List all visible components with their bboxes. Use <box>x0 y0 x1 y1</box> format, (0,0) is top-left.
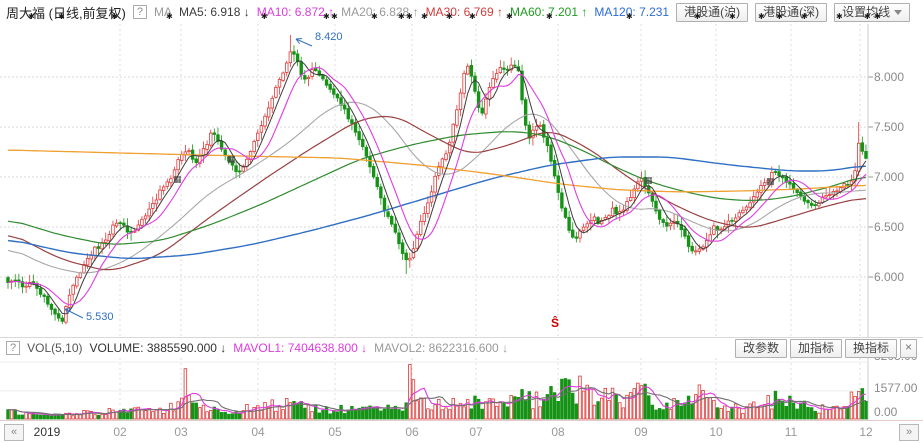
volume-axis-label: 0.00 <box>874 405 897 419</box>
event-marker-icon: ✱ <box>421 13 428 21</box>
price-axis-label: 8.000 <box>874 70 904 84</box>
news-badge-icon: ▦ <box>173 175 182 184</box>
event-marker-icon: ✱ <box>166 13 173 21</box>
event-marker-icon: ✱ <box>111 13 118 21</box>
volume-indicator-label: VOL(5,10) <box>27 341 82 355</box>
ma30-readout: MA30: 6.769 ↑ <box>426 5 503 19</box>
hk-connect-sh-button[interactable]: 港股通(沪) <box>676 3 748 22</box>
event-marker-icon: ✱ <box>694 13 701 21</box>
price-annotation-label: 8.420 <box>315 31 343 43</box>
time-axis-label: 05 <box>320 425 350 439</box>
ma5-readout: MA5: 6.918 ↓ <box>179 5 250 19</box>
mavol2-trend-arrow-icon: ↓ <box>502 341 508 355</box>
event-marker-icon: ✱ <box>626 13 633 21</box>
event-marker-icon: ✱ <box>58 13 65 21</box>
price-axis-label: 7.500 <box>874 120 904 134</box>
chevron-down-icon <box>894 10 902 15</box>
news-badge-icon: ▦ <box>227 155 236 164</box>
time-axis-label: 11 <box>776 425 806 439</box>
news-badge-icon: ▦ <box>766 177 775 186</box>
ma5-trend-arrow-icon: ↓ <box>244 5 250 19</box>
change-params-button[interactable]: 改参数 <box>735 339 787 358</box>
event-marker-icon: ✱ <box>864 13 871 21</box>
event-marker-icon: ✱ <box>323 13 330 21</box>
event-marker-icon: ✱ <box>758 13 765 21</box>
main-toolbar: 周大福 (日线,前复权) ? MA MA5: 6.918 ↓ MA10: 6.8… <box>0 0 923 24</box>
scroll-left-icon[interactable]: « <box>4 424 24 441</box>
event-marker-icon: ✱ <box>729 13 736 21</box>
main-price-chart[interactable] <box>0 24 923 338</box>
time-axis-label: 02 <box>105 425 135 439</box>
time-axis-label: 07 <box>461 425 491 439</box>
volume-trend-arrow-icon: ↓ <box>220 341 226 355</box>
event-marker-icon: ✱ <box>546 13 553 21</box>
ma20-trend-arrow-icon: ↑ <box>413 5 419 19</box>
price-axis-label: 6.000 <box>874 270 904 284</box>
time-axis-label: 10 <box>701 425 731 439</box>
event-marker-icon: ✱ <box>801 13 808 21</box>
event-marker-icon: ✱ <box>506 13 513 21</box>
scroll-right-icon[interactable]: » <box>899 424 919 441</box>
dividend-marker: Ŝ <box>551 316 559 330</box>
close-indicator-icon[interactable]: × <box>900 339 917 358</box>
time-axis: « » 2019 02 03 04 05 06 07 08 09 10 11 12 <box>0 420 923 443</box>
price-axis-label: 7.000 <box>874 170 904 184</box>
price-axis-label: 6.500 <box>874 220 904 234</box>
mavol1-trend-arrow-icon: ↓ <box>361 341 367 355</box>
indicator-buttons: 改参数 加指标 换指标 × <box>735 339 917 358</box>
ma30-trend-arrow-icon: ↑ <box>497 5 503 19</box>
volume-help-icon[interactable]: ? <box>6 341 20 355</box>
news-badge-icon: ▦ <box>644 176 653 185</box>
time-axis-label: 06 <box>397 425 427 439</box>
event-marker-icon: ✱ <box>776 13 783 21</box>
volume-toolbar: ? VOL(5,10) VOLUME: 3885590.000 ↓ MAVOL1… <box>0 337 923 358</box>
mavol2-readout: MAVOL2: 8622316.600 ↓ <box>374 341 508 355</box>
hk-connect-sz-button[interactable]: 港股通(深) <box>755 3 827 22</box>
time-axis-label: 12 <box>851 425 881 439</box>
event-marker-icon: ✱ <box>28 13 35 21</box>
volume-axis-label: 1577.00 <box>874 381 917 395</box>
event-marker-icon: ✱ <box>874 13 881 21</box>
price-annotation-label: 5.530 <box>86 311 114 323</box>
candlesticks <box>7 35 868 324</box>
event-marker-icon: ✱ <box>836 13 843 21</box>
ma-settings-button[interactable]: 设置均线 <box>834 3 910 22</box>
event-marker-icon: ✱ <box>446 13 453 21</box>
event-marker-icon: ✱ <box>398 13 405 21</box>
time-axis-label: 2019 <box>32 425 62 439</box>
mavol1-readout: MAVOL1: 7404638.800 ↓ <box>233 341 367 355</box>
event-marker-icon: ✱ <box>371 13 378 21</box>
volume-readout: VOLUME: 3885590.000 ↓ <box>89 341 226 355</box>
event-marker-icon: ✱ <box>261 13 268 21</box>
volume-chart[interactable] <box>0 358 923 420</box>
time-axis-label: 03 <box>166 425 196 439</box>
stock-title: 周大福 (日线,前复权) <box>6 3 126 22</box>
time-axis-label: 09 <box>626 425 656 439</box>
time-axis-label: 08 <box>543 425 573 439</box>
add-indicator-button[interactable]: 加指标 <box>790 339 842 358</box>
event-marker-icon: ✱ <box>469 13 476 21</box>
time-axis-label: 04 <box>243 425 273 439</box>
help-icon[interactable]: ? <box>133 5 147 19</box>
ma60-trend-arrow-icon: ↑ <box>581 5 587 19</box>
switch-indicator-button[interactable]: 换指标 <box>845 339 897 358</box>
event-marker-icon: ✱ <box>406 13 413 21</box>
event-marker-icon: ✱ <box>331 13 338 21</box>
